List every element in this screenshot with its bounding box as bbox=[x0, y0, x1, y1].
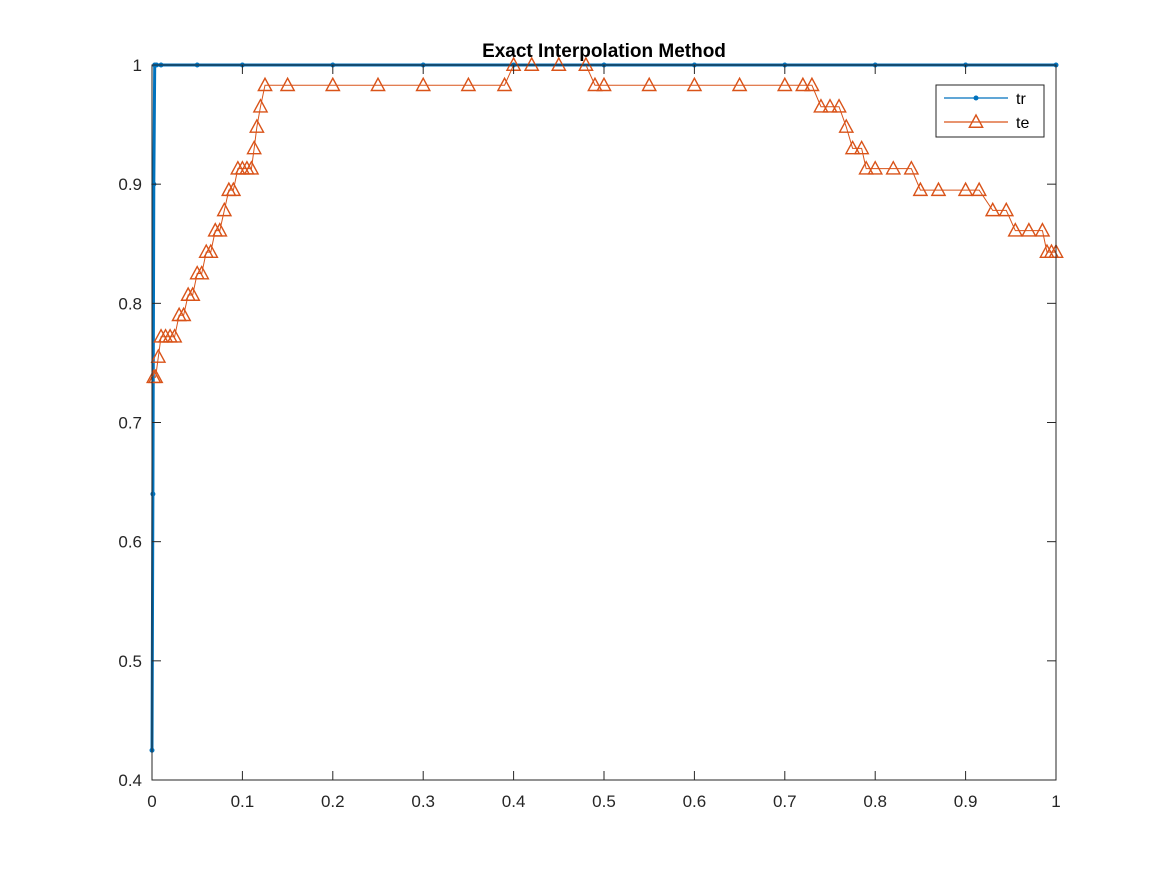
data-point-te bbox=[587, 76, 603, 92]
legend-label-tr: tr bbox=[1016, 91, 1026, 108]
data-point-te bbox=[984, 201, 1001, 217]
y-tick-label: 0.8 bbox=[118, 294, 142, 313]
y-tick-label: 0.6 bbox=[118, 533, 142, 552]
x-tick-label: 0.7 bbox=[773, 792, 797, 811]
data-point-te bbox=[249, 118, 265, 133]
data-point-te bbox=[838, 118, 855, 133]
data-point-te bbox=[211, 222, 228, 237]
series-te bbox=[145, 56, 1064, 384]
data-point-te bbox=[279, 76, 296, 92]
x-tick-label: 0.1 bbox=[231, 792, 255, 811]
data-point-te bbox=[1021, 222, 1037, 237]
data-point-te bbox=[225, 181, 242, 197]
x-tick-label: 0 bbox=[147, 792, 156, 811]
plot-area bbox=[152, 65, 1056, 780]
data-point-te bbox=[804, 76, 820, 92]
data-point-te bbox=[822, 98, 838, 113]
data-point-tr bbox=[150, 491, 156, 497]
x-tick-label: 0.6 bbox=[683, 792, 707, 811]
data-point-te bbox=[578, 56, 594, 71]
x-tick-label: 0.8 bbox=[863, 792, 887, 811]
data-point-te bbox=[776, 76, 793, 92]
data-point-te bbox=[686, 76, 703, 92]
y-tick-label: 1 bbox=[133, 56, 142, 75]
data-point-te bbox=[175, 306, 192, 322]
data-point-te bbox=[252, 98, 269, 113]
data-point-te bbox=[731, 76, 748, 92]
data-point-te bbox=[257, 76, 273, 92]
y-tick-label: 0.5 bbox=[118, 652, 142, 671]
data-point-te bbox=[858, 160, 874, 175]
legend-marker-te bbox=[968, 113, 984, 128]
x-tick-label: 0.3 bbox=[411, 792, 435, 811]
data-point-te bbox=[216, 201, 233, 217]
ticks-layer: 0 0.1 0.2 0.3 0.4 0.5 0.6 0.7 0.8 0.9 1 0.4 0.5 0.6 0.… bbox=[118, 56, 1060, 811]
data-point-te bbox=[795, 76, 811, 92]
data-point-te bbox=[550, 56, 567, 71]
legend-item-te: te bbox=[944, 113, 1029, 132]
legend-item-tr: tr bbox=[944, 91, 1026, 108]
data-point-te bbox=[885, 160, 902, 175]
data-point-te bbox=[641, 76, 658, 92]
legend-marker-tr bbox=[973, 95, 979, 101]
y-tick-label: 0.9 bbox=[118, 175, 142, 194]
legend-label-te: te bbox=[1016, 115, 1029, 132]
x-tick-label: 0.2 bbox=[321, 792, 345, 811]
data-point-te bbox=[150, 348, 167, 363]
data-point-te bbox=[184, 286, 201, 301]
data-point-te bbox=[971, 181, 987, 197]
data-point-te bbox=[246, 139, 262, 155]
x-tick-label: 0.5 bbox=[592, 792, 616, 811]
chart-title: Exact Interpolation Method bbox=[482, 41, 726, 62]
data-point-te bbox=[193, 265, 210, 280]
data-point-te bbox=[370, 76, 386, 92]
data-point-te bbox=[813, 98, 829, 113]
data-point-te bbox=[460, 76, 477, 92]
data-point-te bbox=[243, 160, 260, 175]
legend-box bbox=[935, 84, 1045, 138]
legend: tr te bbox=[935, 84, 1045, 138]
data-point-te bbox=[912, 181, 929, 197]
data-point-te bbox=[324, 76, 341, 92]
data-point-te bbox=[831, 98, 847, 113]
y-tick-label: 0.4 bbox=[118, 771, 142, 790]
data-point-te bbox=[202, 243, 219, 259]
data-point-te bbox=[903, 160, 920, 175]
data-point-te bbox=[596, 76, 612, 92]
data-point-te bbox=[998, 201, 1015, 217]
data-point-te bbox=[523, 56, 540, 71]
data-point-te bbox=[957, 181, 974, 197]
data-point-te bbox=[496, 76, 513, 92]
data-point-te bbox=[867, 160, 884, 175]
data-point-te bbox=[853, 139, 870, 155]
x-tick-label: 0.4 bbox=[502, 792, 526, 811]
data-point-te bbox=[415, 76, 432, 92]
data-point-te bbox=[930, 181, 947, 197]
data-point-te bbox=[166, 328, 183, 343]
data-point-te bbox=[844, 139, 861, 155]
data-point-te bbox=[1034, 222, 1051, 237]
x-tick-label: 0.9 bbox=[954, 792, 978, 811]
x-tick-label: 1 bbox=[1051, 792, 1060, 811]
data-point-te bbox=[1007, 222, 1024, 237]
y-tick-label: 0.7 bbox=[118, 414, 142, 433]
